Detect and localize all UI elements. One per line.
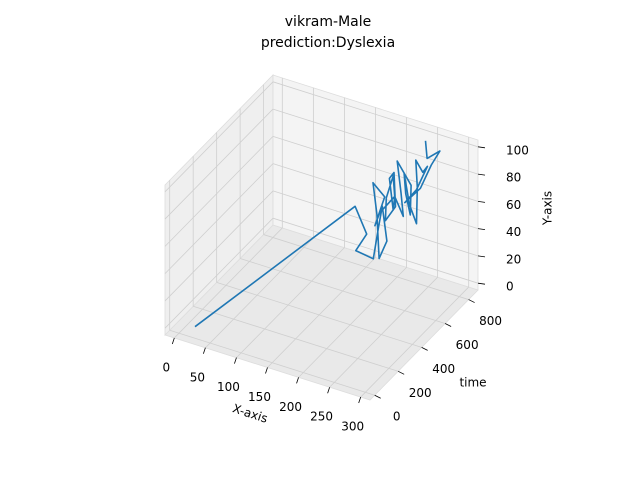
z-tick xyxy=(477,228,486,231)
x-tick-label: 150 xyxy=(248,390,271,404)
x-tick-label: 300 xyxy=(341,420,364,434)
grid-line xyxy=(236,247,345,358)
grid-line xyxy=(169,329,375,396)
x-tick xyxy=(327,387,331,394)
grid-line xyxy=(164,163,274,274)
grid-line xyxy=(360,286,469,398)
z-tick xyxy=(477,146,486,149)
time-tick xyxy=(468,299,475,303)
z-tick xyxy=(477,173,486,176)
time-tick xyxy=(397,370,405,375)
z-tick xyxy=(477,282,486,285)
grid-line xyxy=(272,163,479,230)
time-tick xyxy=(444,323,452,327)
time-tick-label: 0 xyxy=(393,410,401,424)
grid-line xyxy=(263,234,469,300)
grid-line xyxy=(164,136,274,247)
chart-title: vikram-Male xyxy=(285,14,371,30)
grid-line xyxy=(267,257,376,368)
grid-line xyxy=(193,305,399,372)
time-tick-label: 400 xyxy=(432,362,455,376)
z-tick-label: 0 xyxy=(506,280,514,294)
z-tick xyxy=(477,200,486,203)
grid-line xyxy=(272,81,479,148)
x-tick xyxy=(171,337,175,345)
x-tick xyxy=(234,357,237,364)
z-tick-label: 80 xyxy=(506,171,521,185)
time-axis-label: time xyxy=(459,376,486,390)
grid-line xyxy=(164,108,274,220)
grid-line xyxy=(329,276,438,388)
grid-line xyxy=(205,237,314,349)
z-tick-label: 100 xyxy=(506,143,529,157)
z-tick-label: 20 xyxy=(506,252,521,266)
grid-line xyxy=(164,217,274,329)
z-tick-label: 40 xyxy=(506,225,521,239)
x-axis-label: X-axis xyxy=(231,401,270,425)
grid-line xyxy=(272,135,479,202)
time-tick-label: 800 xyxy=(479,314,502,328)
x-tick-label: 200 xyxy=(279,400,302,414)
chart-subtitle: prediction:Dyslexia xyxy=(261,35,395,51)
x-tick xyxy=(296,377,299,384)
x-tick-label: 50 xyxy=(190,370,205,384)
data-line xyxy=(194,140,441,328)
grid-line xyxy=(272,217,479,284)
grid-line xyxy=(240,258,446,324)
z-tick xyxy=(477,255,486,258)
grid-line xyxy=(216,282,422,348)
time-tick-label: 600 xyxy=(456,338,479,352)
grid-line xyxy=(164,190,274,302)
grid-line xyxy=(298,267,407,378)
x-tick xyxy=(265,367,268,374)
time-tick xyxy=(421,347,428,351)
x-tick-label: 250 xyxy=(310,410,333,424)
grid-line xyxy=(164,81,274,193)
time-tick-label: 200 xyxy=(409,386,432,400)
grid-line xyxy=(272,108,479,175)
grid-line xyxy=(174,227,283,339)
x-tick xyxy=(202,347,206,354)
z-tick-label: 60 xyxy=(506,198,521,212)
z-axis-label: Y-axis xyxy=(541,191,555,226)
time-tick xyxy=(374,394,381,399)
x-tick xyxy=(358,396,362,404)
x-tick-label: 100 xyxy=(217,380,240,394)
x-tick-label: 0 xyxy=(162,360,170,374)
